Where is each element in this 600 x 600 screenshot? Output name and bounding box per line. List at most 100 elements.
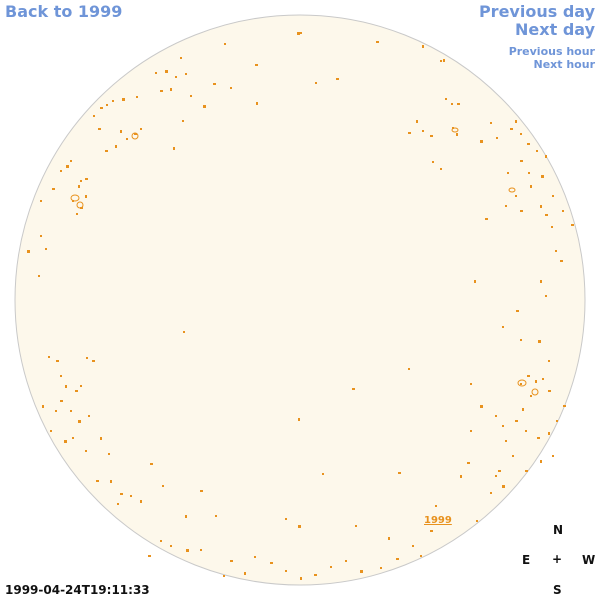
region-mark — [422, 130, 424, 132]
region-mark — [495, 415, 497, 417]
region-mark — [110, 480, 112, 483]
previous-hour-link[interactable]: Previous hour — [508, 45, 595, 58]
region-mark — [545, 214, 548, 216]
region-mark — [88, 415, 90, 417]
previous-day-link[interactable]: Previous day — [478, 2, 595, 21]
region-mark — [512, 455, 514, 457]
compass-center-icon: + — [552, 552, 563, 566]
region-contour — [76, 201, 84, 209]
region-mark — [355, 525, 357, 527]
region-mark — [93, 115, 95, 117]
region-mark — [540, 280, 542, 283]
region-mark — [552, 455, 554, 457]
region-mark — [432, 161, 434, 163]
region-mark — [474, 280, 476, 283]
region-mark — [440, 60, 442, 62]
region-contour — [70, 194, 80, 202]
region-mark — [360, 570, 363, 573]
region-mark — [396, 558, 399, 560]
region-contour — [508, 187, 516, 193]
region-mark — [85, 178, 88, 180]
region-mark — [515, 120, 517, 123]
region-mark — [412, 545, 414, 547]
region-mark — [75, 390, 78, 392]
region-mark — [540, 460, 542, 463]
region-mark — [85, 195, 87, 198]
region-mark — [322, 473, 324, 475]
region-mark — [215, 515, 217, 517]
region-mark — [507, 172, 509, 174]
region-mark — [330, 566, 332, 568]
region-mark — [422, 45, 424, 48]
region-mark — [297, 32, 300, 35]
region-mark — [92, 360, 95, 362]
region-mark — [42, 405, 44, 408]
next-hour-link[interactable]: Next hour — [533, 58, 596, 71]
back-to-year-link[interactable]: Back to 1999 — [5, 2, 123, 21]
region-mark — [435, 505, 437, 507]
region-mark — [185, 73, 187, 75]
region-mark — [224, 43, 226, 45]
region-mark — [155, 72, 157, 74]
region-mark — [48, 356, 50, 358]
region-mark — [186, 549, 189, 552]
region-mark — [336, 78, 339, 80]
region-mark — [552, 195, 554, 197]
region-mark — [460, 475, 462, 478]
region-mark — [285, 570, 287, 572]
region-mark — [490, 492, 492, 494]
region-mark — [78, 420, 81, 423]
region-mark — [525, 430, 527, 432]
region-mark — [60, 400, 63, 402]
region-mark — [480, 405, 483, 408]
region-mark — [555, 250, 557, 252]
region-mark — [70, 160, 72, 162]
region-mark — [64, 440, 67, 443]
region-mark — [173, 147, 175, 150]
region-mark — [515, 195, 517, 197]
region-mark — [515, 420, 518, 422]
region-mark — [530, 395, 532, 397]
compass-west: W — [582, 553, 596, 567]
region-mark — [200, 490, 203, 492]
region-mark — [40, 235, 42, 237]
next-day-link[interactable]: Next day — [515, 20, 595, 39]
region-mark — [96, 480, 99, 482]
region-mark — [502, 326, 504, 328]
region-mark — [398, 472, 401, 474]
region-mark — [190, 95, 192, 97]
region-mark — [376, 41, 379, 43]
region-mark — [203, 105, 206, 108]
region-mark — [388, 537, 390, 540]
region-mark — [117, 503, 119, 505]
region-mark — [541, 175, 544, 178]
region-mark — [556, 420, 558, 422]
region-mark — [563, 405, 566, 407]
region-mark — [170, 545, 172, 547]
region-mark — [300, 577, 302, 580]
region-mark — [60, 375, 62, 377]
region-mark — [65, 385, 67, 388]
region-mark — [536, 150, 538, 152]
region-mark — [505, 440, 507, 442]
region-mark — [502, 425, 504, 427]
region-mark — [352, 388, 355, 390]
region-mark — [185, 515, 187, 518]
region-link-1999[interactable]: 1999 — [424, 515, 452, 526]
region-mark — [451, 103, 453, 105]
region-mark — [160, 90, 163, 92]
region-mark — [106, 104, 108, 106]
region-mark — [223, 575, 225, 577]
region-contour — [517, 379, 527, 387]
region-mark — [256, 102, 258, 105]
region-mark — [537, 437, 540, 439]
region-mark — [480, 140, 483, 143]
region-mark — [175, 76, 177, 78]
region-mark — [445, 98, 447, 100]
region-mark — [76, 213, 78, 215]
region-mark — [165, 70, 168, 73]
region-mark — [115, 145, 117, 148]
region-mark — [180, 57, 182, 59]
region-mark — [498, 470, 501, 472]
region-mark — [528, 172, 530, 174]
